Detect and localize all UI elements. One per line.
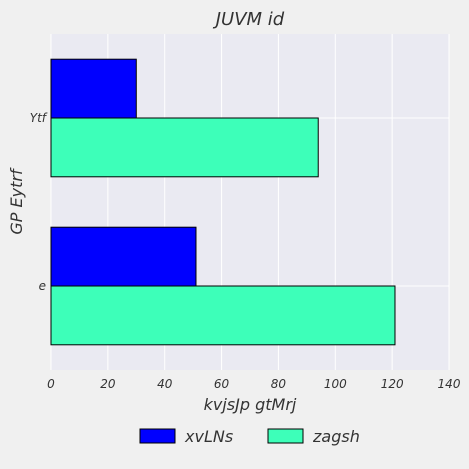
legend-swatch bbox=[267, 428, 304, 444]
x-tick-label: 0 bbox=[47, 377, 55, 391]
bars bbox=[50, 58, 396, 346]
x-tick-label: 40 bbox=[157, 377, 173, 391]
bar bbox=[50, 58, 137, 119]
legend: xvLNs zagsh bbox=[139, 427, 360, 446]
legend-label: xvLNs bbox=[184, 427, 233, 446]
x-tick-label: 60 bbox=[214, 377, 230, 391]
x-axis-label: kvjsJp gtMrj bbox=[204, 395, 297, 414]
x-tick-label: 20 bbox=[100, 377, 116, 391]
x-tick-labels: 0 20 40 60 80 100 120 140 bbox=[47, 377, 461, 391]
y-axis-label: GP Eytrf bbox=[7, 167, 26, 235]
bar bbox=[50, 285, 396, 346]
x-tick-label: 100 bbox=[324, 377, 347, 391]
chart-title: JUVM id bbox=[213, 9, 285, 30]
y-tick-label: Ytf bbox=[30, 111, 48, 125]
x-tick-label: 140 bbox=[438, 377, 461, 391]
bar bbox=[50, 226, 197, 287]
legend-swatch bbox=[139, 428, 176, 444]
legend-label: zagsh bbox=[312, 427, 360, 446]
y-tick-label: e bbox=[39, 279, 46, 293]
x-tick-label: 80 bbox=[271, 377, 287, 391]
y-tick-labels: Ytf e bbox=[30, 111, 48, 293]
bar bbox=[50, 117, 319, 178]
x-tick-label: 120 bbox=[381, 377, 404, 391]
